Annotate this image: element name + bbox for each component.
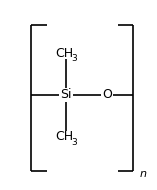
Text: O: O <box>102 89 112 101</box>
Text: CH: CH <box>55 47 73 60</box>
Text: n: n <box>139 169 146 179</box>
Text: 3: 3 <box>72 138 77 147</box>
Text: 3: 3 <box>72 54 77 63</box>
Text: Si: Si <box>60 89 72 101</box>
Text: CH: CH <box>55 130 73 143</box>
